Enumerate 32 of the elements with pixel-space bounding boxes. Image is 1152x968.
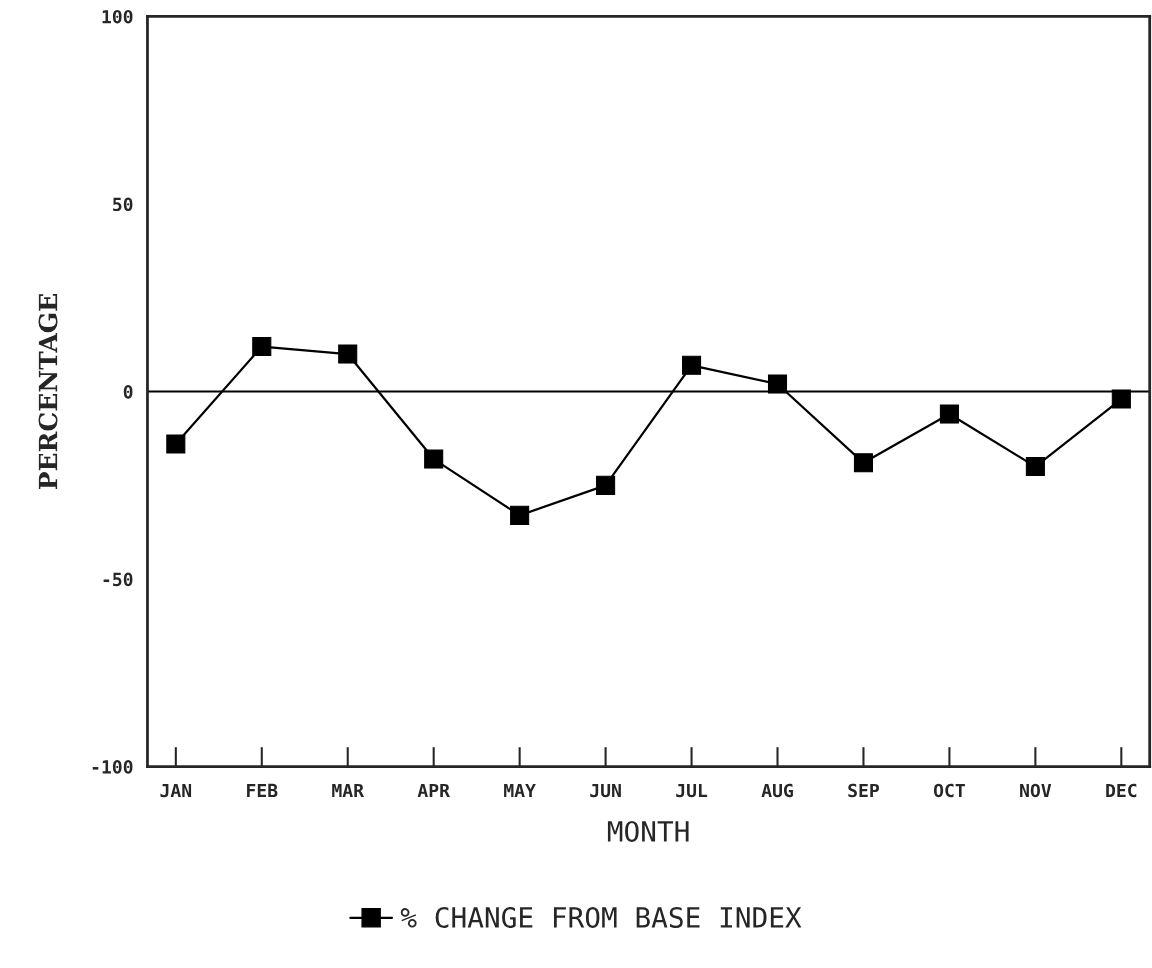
x-tick-label: OCT (933, 783, 965, 798)
x-tick-label: MAY (504, 783, 536, 798)
point (252, 337, 272, 357)
x-axis-title: MONTH (607, 820, 689, 842)
x-tick-label: JAN (160, 783, 192, 798)
point (939, 404, 959, 424)
y-tick-label: -50 (103, 572, 133, 587)
point (1025, 457, 1045, 477)
x-tick-label: MAR (332, 783, 365, 798)
y-tick-label: 100 (102, 9, 133, 24)
point (510, 505, 530, 525)
point (338, 344, 358, 364)
point (853, 453, 874, 473)
x-tick-label: NOV (1020, 783, 1052, 798)
point (767, 374, 788, 394)
point (1111, 389, 1131, 409)
y-tick-label: 50 (113, 197, 133, 212)
y-axis-title: PERCENTAGE (38, 294, 58, 490)
x-tick-label: DEC (1106, 783, 1137, 798)
point (682, 355, 702, 375)
point (596, 475, 616, 495)
point (424, 449, 444, 469)
x-tick-label: APR (417, 783, 450, 798)
x-tick-label: JUN (590, 783, 621, 798)
x-tick-label: FEB (247, 783, 278, 798)
legend-label: % CHANGE FROM BASE INDEX (400, 906, 802, 928)
point (166, 434, 186, 454)
x-tick-label: AUG (761, 783, 793, 798)
x-tick-label: SEP (848, 783, 880, 798)
y-tick-label: 0 (123, 385, 133, 399)
y-tick-label: -100 (92, 760, 133, 774)
x-tick-label: JUL (676, 783, 708, 798)
